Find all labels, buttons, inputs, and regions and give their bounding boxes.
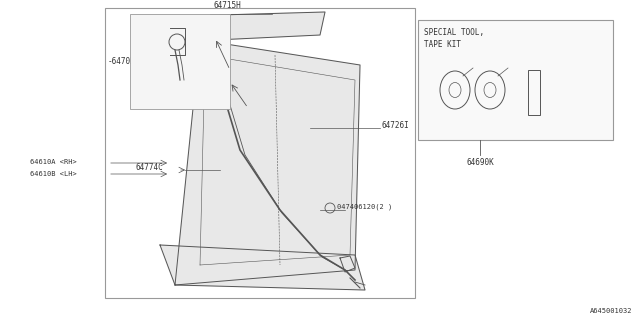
Text: TAPE KIT: TAPE KIT — [424, 40, 461, 49]
Text: -64703: -64703 — [108, 58, 136, 67]
Polygon shape — [160, 245, 365, 290]
Text: 64610B <LH>: 64610B <LH> — [30, 171, 77, 177]
Text: 64690K: 64690K — [466, 158, 494, 167]
Text: SPECIAL TOOL,: SPECIAL TOOL, — [424, 28, 484, 37]
Text: 047406120(2 ): 047406120(2 ) — [337, 204, 392, 210]
Polygon shape — [175, 40, 360, 285]
Bar — [528, 70, 540, 115]
Polygon shape — [215, 12, 325, 40]
Text: 64610A <RH>: 64610A <RH> — [30, 159, 77, 165]
Bar — [418, 20, 613, 140]
Bar — [105, 8, 415, 298]
Text: 64715H: 64715H — [213, 1, 241, 10]
Text: 64774C: 64774C — [135, 163, 163, 172]
Text: A645001032: A645001032 — [589, 308, 632, 314]
Bar — [130, 14, 230, 109]
Text: 64726I: 64726I — [382, 121, 410, 130]
